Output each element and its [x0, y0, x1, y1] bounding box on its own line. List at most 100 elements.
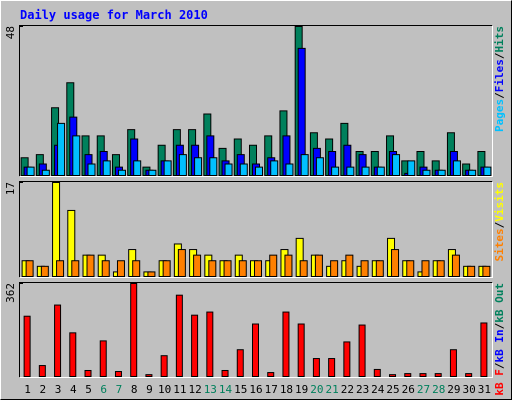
bar — [449, 349, 457, 378]
bar — [117, 169, 126, 176]
bar — [87, 163, 96, 176]
x-tick-label: 19 — [295, 383, 308, 396]
x-tick-label: 31 — [478, 383, 491, 396]
x-tick-label: 18 — [280, 383, 293, 396]
legend-entry: Files — [493, 59, 506, 92]
x-tick-label: 6 — [100, 383, 107, 396]
bar — [163, 160, 172, 176]
bar — [267, 372, 275, 377]
bar — [72, 135, 81, 176]
legend-separator: / — [493, 322, 506, 329]
bar — [285, 163, 294, 176]
bar — [191, 314, 199, 378]
x-tick-label: 28 — [432, 383, 445, 396]
bar — [130, 283, 138, 377]
legend-separator: / — [493, 362, 506, 369]
bar — [282, 311, 290, 377]
bar — [54, 304, 62, 378]
bar — [236, 349, 244, 378]
x-tick-label: 4 — [70, 383, 77, 396]
bar — [71, 260, 80, 277]
bar — [40, 265, 49, 277]
bar — [162, 260, 171, 277]
bar — [422, 169, 431, 176]
bar — [177, 249, 186, 277]
bar — [254, 260, 262, 277]
bar — [147, 271, 156, 278]
bar — [299, 260, 308, 277]
legend-separator: / — [493, 52, 506, 59]
y-tick-label: 17 — [4, 182, 17, 195]
bar — [376, 166, 385, 176]
bar — [252, 323, 259, 378]
bar — [223, 260, 232, 277]
x-tick-label: 1 — [24, 383, 31, 396]
bar — [297, 323, 305, 378]
x-tick-label: 23 — [356, 383, 369, 396]
bar — [160, 355, 168, 377]
bar — [375, 260, 384, 277]
bar — [86, 254, 95, 278]
bar — [193, 254, 202, 278]
x-tick-label: 15 — [234, 383, 247, 396]
bar — [360, 260, 369, 277]
bar — [26, 166, 35, 176]
bar — [270, 160, 279, 176]
x-tick-label: 29 — [447, 383, 460, 396]
bar — [346, 166, 355, 176]
bar — [206, 311, 214, 377]
bar — [194, 157, 203, 176]
legend-entry: Visits — [493, 182, 506, 222]
bar — [239, 163, 248, 176]
legend: kB F/kB In/kB Out — [493, 283, 506, 396]
x-tick-label: 26 — [402, 383, 415, 396]
bar — [69, 332, 77, 377]
bar — [373, 368, 381, 378]
bar — [331, 166, 340, 176]
x-tick-label: 5 — [85, 383, 92, 396]
x-tick-label: 8 — [131, 383, 138, 396]
panel-light — [19, 282, 493, 378]
bar — [343, 341, 351, 377]
bar — [314, 254, 323, 278]
bar — [437, 169, 446, 176]
bar — [407, 160, 416, 176]
chart-title: Daily usage for March 2010 — [20, 8, 208, 22]
x-tick-label: 13 — [204, 383, 217, 396]
x-tick-label: 27 — [417, 383, 430, 396]
x-tick-label: 14 — [219, 383, 233, 396]
bar — [208, 260, 217, 277]
bar — [389, 374, 397, 377]
bar — [38, 365, 46, 377]
bar — [57, 122, 66, 176]
y-tick-label: 362 — [4, 283, 17, 303]
x-tick-label: 2 — [40, 383, 47, 396]
panel-light — [19, 181, 493, 278]
bar — [84, 369, 92, 378]
bar — [419, 373, 427, 378]
x-tick-label: 16 — [249, 383, 262, 396]
legend-separator: / — [493, 221, 506, 228]
x-tick-label: 7 — [116, 383, 123, 396]
bar — [328, 358, 336, 377]
bar — [452, 160, 461, 176]
x-tick-label: 17 — [265, 383, 278, 396]
bar — [132, 260, 141, 277]
bar — [467, 265, 476, 277]
legend: Sites/Visits — [493, 182, 506, 262]
bar — [465, 373, 473, 378]
bar — [41, 169, 50, 176]
bar — [269, 254, 278, 278]
bar — [300, 154, 309, 176]
legend-entry: Sites — [493, 228, 506, 261]
bar — [436, 260, 445, 277]
x-tick-label: 24 — [371, 383, 385, 396]
bar — [284, 254, 293, 278]
bar — [361, 166, 370, 176]
x-tick-label: 25 — [386, 383, 399, 396]
panel-shadow — [19, 181, 493, 278]
bar — [133, 160, 142, 176]
bar — [451, 254, 460, 278]
bar — [116, 260, 125, 277]
bar — [224, 163, 233, 176]
